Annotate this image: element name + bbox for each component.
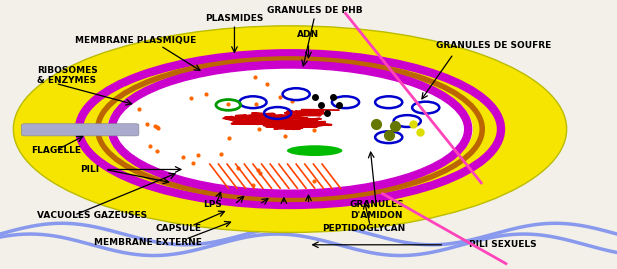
Ellipse shape (287, 145, 342, 156)
Text: CAPSULE: CAPSULE (156, 224, 202, 233)
Text: GRANULES DE SOUFRE: GRANULES DE SOUFRE (436, 41, 551, 50)
Text: PEPTIDOGLYCAN: PEPTIDOGLYCAN (323, 224, 405, 233)
Text: GRANULES
D'AMIDON: GRANULES D'AMIDON (349, 200, 404, 220)
Text: PILI: PILI (80, 165, 99, 174)
Text: MEMBRANE PLASMIQUE: MEMBRANE PLASMIQUE (75, 36, 196, 45)
Text: FLAGELLE: FLAGELLE (31, 146, 81, 155)
Text: PLASMIDES: PLASMIDES (205, 14, 263, 23)
Text: PILI SEXUELS: PILI SEXUELS (469, 240, 537, 249)
Text: MEMBRANE EXTERNE: MEMBRANE EXTERNE (94, 238, 202, 247)
Text: RIBOSOMES
& ENZYMES: RIBOSOMES & ENZYMES (37, 66, 97, 85)
Text: GRANULES DE PHB: GRANULES DE PHB (267, 6, 362, 15)
Ellipse shape (107, 63, 473, 195)
Text: VACUOLES GAZEUSES: VACUOLES GAZEUSES (37, 211, 147, 220)
FancyBboxPatch shape (22, 124, 139, 136)
Text: ADN: ADN (297, 30, 320, 40)
Text: LPS: LPS (204, 200, 223, 209)
Ellipse shape (14, 26, 566, 232)
